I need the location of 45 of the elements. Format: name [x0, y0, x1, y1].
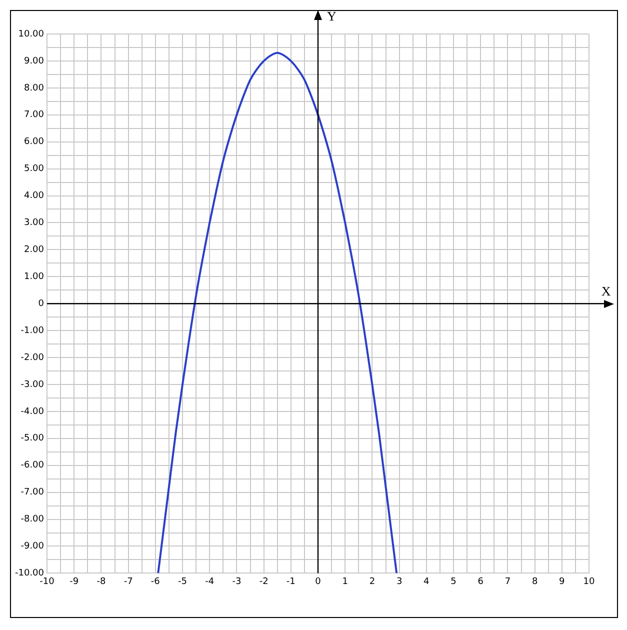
x-tick-label: 1: [342, 576, 348, 587]
y-tick-label: 2.00: [24, 245, 44, 256]
y-tick-label: 8.00: [24, 83, 44, 94]
line-series: [157, 52, 398, 574]
y-tick-label: -6.00: [20, 460, 44, 471]
y-tick-label: 10.00: [18, 29, 44, 40]
y-tick-label: 7.00: [24, 110, 44, 120]
x-tick-label: -5: [178, 576, 187, 587]
x-tick-label: -9: [70, 576, 79, 587]
x-tick-label: 2: [369, 576, 376, 587]
y-tick-label: -3.00: [20, 380, 44, 390]
x-axis-title: X: [601, 284, 612, 299]
y-tick-label: 3.00: [24, 218, 44, 228]
x-tick-label: 6: [478, 576, 484, 587]
y-tick-label: 4.00: [24, 191, 44, 202]
y-tick-label: 5.00: [24, 164, 44, 174]
y-tick-label: -4.00: [20, 406, 44, 417]
x-tick-label: -2: [259, 576, 268, 587]
y-tick-label: -2.00: [20, 352, 44, 363]
x-tick-label: -3: [232, 576, 242, 587]
x-tick-label: -8: [96, 576, 106, 587]
y-tick-label: -7.00: [20, 488, 44, 498]
y-tick-label: 6.00: [24, 137, 44, 148]
x-tick-label: 4: [424, 576, 430, 587]
y-axis-title: Y: [327, 8, 338, 24]
x-tick-label: 9: [559, 576, 566, 587]
x-tick-label: 3: [396, 576, 402, 587]
x-tick-label: 7: [504, 576, 511, 587]
x-tick-label: -6: [150, 576, 160, 587]
x-tick-label: -10: [40, 576, 55, 587]
x-tick-label: -4: [205, 576, 214, 587]
y-tick-label: 9.00: [24, 56, 44, 66]
y-tick-label: -10.00: [14, 568, 44, 579]
y-tick-label: 0: [38, 298, 44, 309]
x-tick-label: -7: [124, 576, 133, 587]
x-tick-label: 5: [450, 576, 456, 587]
x-tick-label: 10: [583, 576, 595, 587]
y-tick-label: 1.00: [24, 272, 44, 282]
x-tick-label: 0: [315, 576, 322, 587]
x-tick-label: -1: [286, 576, 296, 587]
x-tick-label: 8: [532, 576, 538, 587]
y-tick-label: -9.00: [20, 542, 44, 552]
y-tick-label: -5.00: [20, 434, 44, 444]
y-tick-label: -8.00: [20, 514, 44, 525]
y-tick-label: -1.00: [20, 326, 44, 336]
